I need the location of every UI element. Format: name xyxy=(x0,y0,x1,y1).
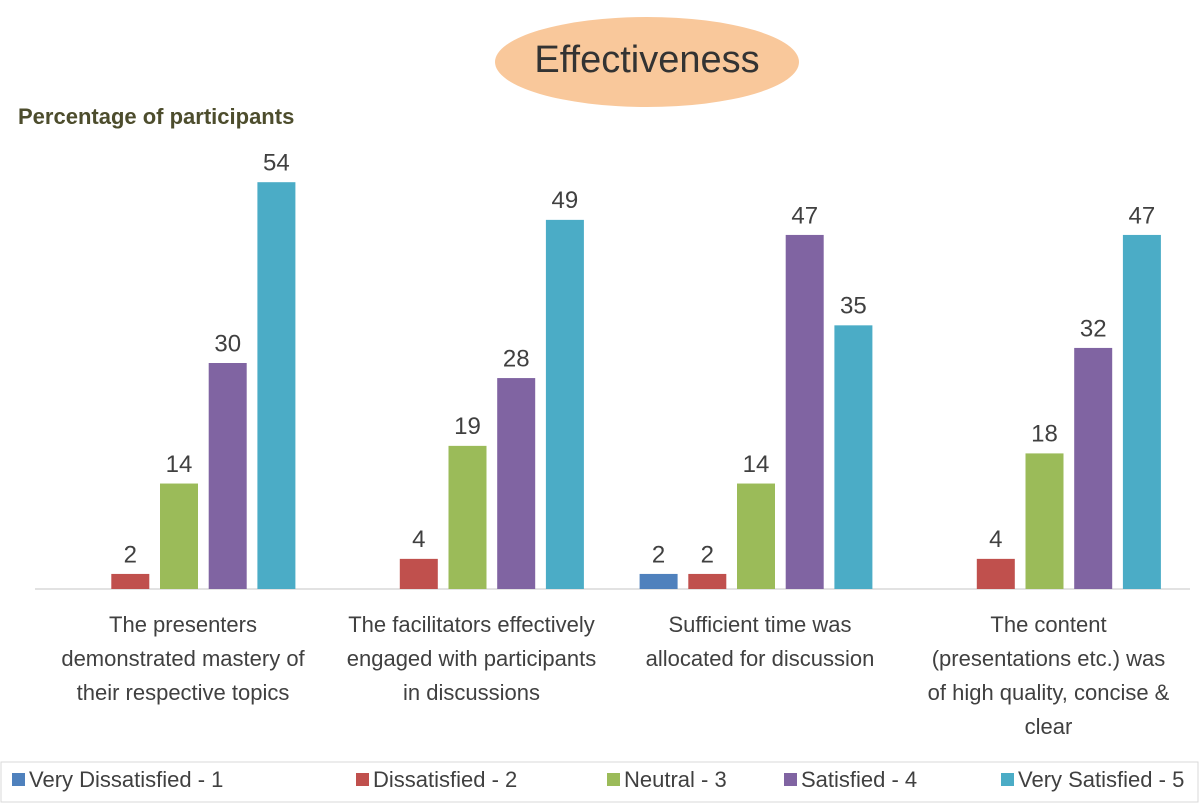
bar xyxy=(976,558,1015,589)
bar xyxy=(111,573,150,589)
legend-swatch xyxy=(607,773,620,786)
title-badge xyxy=(495,17,799,107)
legend-swatch xyxy=(784,773,797,786)
bar xyxy=(639,573,678,589)
legend-swatch xyxy=(1001,773,1014,786)
legend-swatch xyxy=(356,773,369,786)
data-label: 18 xyxy=(1031,421,1058,448)
legend-label: Dissatisfied - 2 xyxy=(373,767,517,792)
chart-title: Effectiveness xyxy=(534,39,759,81)
x-tick-label: The facilitators effectively engaged wit… xyxy=(346,612,597,705)
data-label: 30 xyxy=(214,330,241,357)
bar xyxy=(1074,347,1113,589)
bar xyxy=(448,445,487,589)
legend-label: Satisfied - 4 xyxy=(801,767,917,792)
data-label: 47 xyxy=(791,202,818,229)
data-label: 2 xyxy=(652,541,665,568)
bar xyxy=(737,483,775,589)
data-label: 4 xyxy=(412,526,425,553)
bar xyxy=(1025,453,1064,589)
data-label: 35 xyxy=(840,293,867,320)
x-tick-label: Sufficient time was allocated for discus… xyxy=(645,612,875,671)
data-label: 49 xyxy=(552,187,579,214)
bar xyxy=(160,483,198,589)
legend-label: Very Satisfied - 5 xyxy=(1018,767,1184,792)
data-label: 32 xyxy=(1080,315,1107,342)
bar xyxy=(1122,234,1161,589)
data-label: 4 xyxy=(989,526,1002,553)
data-label: 2 xyxy=(124,541,137,568)
bar xyxy=(688,573,727,589)
bar xyxy=(785,234,824,589)
x-tick-label: The content (presentations etc.) was of … xyxy=(927,612,1170,739)
data-label: 2 xyxy=(701,541,714,568)
bar xyxy=(497,378,536,589)
y-axis-label: Percentage of participants xyxy=(18,104,294,129)
legend-label: Neutral - 3 xyxy=(624,767,727,792)
bar xyxy=(545,219,584,589)
legend-label: Very Dissatisfied - 1 xyxy=(29,767,223,792)
bar xyxy=(399,558,438,589)
bar xyxy=(257,182,296,589)
legend-swatch xyxy=(12,773,25,786)
data-label: 14 xyxy=(743,451,770,478)
data-label: 19 xyxy=(454,413,481,440)
bar xyxy=(208,363,247,589)
x-tick-label: The presenters demonstrated mastery of t… xyxy=(61,612,305,705)
data-label: 47 xyxy=(1129,202,1156,229)
data-label: 14 xyxy=(166,451,193,478)
legend-box xyxy=(0,761,1199,803)
data-label: 54 xyxy=(263,150,290,177)
bar xyxy=(834,325,873,589)
data-label: 28 xyxy=(503,345,530,372)
